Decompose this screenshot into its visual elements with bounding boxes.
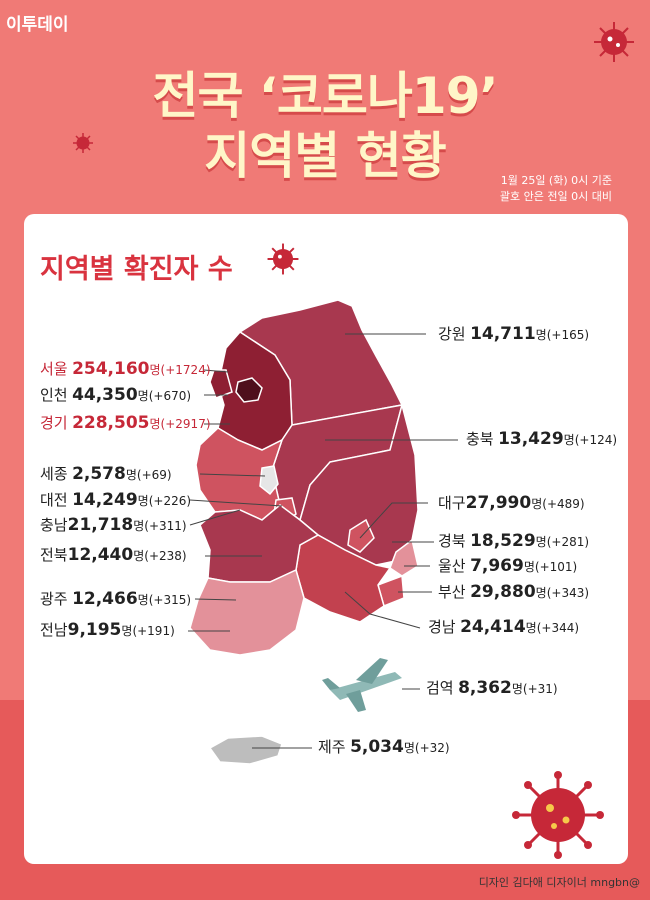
change-note: 괄호 안은 전일 0시 대비 xyxy=(499,190,612,203)
airplane-icon xyxy=(322,658,402,712)
map-region-jeonnam xyxy=(189,568,305,656)
virus-icon xyxy=(267,243,299,275)
region-label-seoul: 서울 254,160명(+1724) xyxy=(40,359,211,379)
virus-icon xyxy=(594,22,634,62)
region-label-gyeongnam: 경남 24,414명(+344) xyxy=(428,617,580,637)
map-region-jeju xyxy=(208,735,283,765)
region-label-gyeongbuk: 경북 18,529명(+281) xyxy=(438,531,590,551)
region-label-daegu: 대구27,990명(+489) xyxy=(438,493,585,513)
region-label-chungbuk: 충북 13,429명(+124) xyxy=(466,429,618,449)
region-label-incheon: 인천 44,350명(+670) xyxy=(40,385,192,405)
region-label-busan: 부산 29,880명(+343) xyxy=(438,582,590,602)
virus-icon xyxy=(512,771,604,859)
map-region-seoul xyxy=(235,377,263,403)
region-label-jeonbuk: 전북12,440명(+238) xyxy=(40,545,187,565)
title-line-2: 지역별 현황 xyxy=(204,127,446,185)
section-subtitle: 지역별 확진자 수 xyxy=(40,254,233,285)
region-label-quarantine: 검역 8,362명(+31) xyxy=(426,678,558,698)
title-line-1: 전국 ‘코로나19’ xyxy=(152,67,499,125)
map-region-sejong xyxy=(259,465,279,496)
logo: 이투데이 xyxy=(6,15,69,35)
region-label-gyeonggi: 경기 228,505명(+2917) xyxy=(40,413,211,433)
map-region-daegu xyxy=(347,518,375,553)
virus-icon xyxy=(73,133,93,153)
region-label-ulsan: 울산 7,969명(+101) xyxy=(438,556,578,576)
date-note: 1월 25일 (화) 0시 기준 xyxy=(500,174,612,187)
region-label-gangwon: 강원 14,711명(+165) xyxy=(438,324,590,344)
region-label-chungnam: 충남21,718명(+311) xyxy=(40,515,187,535)
region-label-jeonnam: 전남9,195명(+191) xyxy=(40,620,175,640)
region-label-jeju: 제주 5,034명(+32) xyxy=(318,737,450,757)
region-label-sejong: 세종 2,578명(+69) xyxy=(40,464,172,484)
designer-credit: 디자인 김다애 디자이너 mngbn@ xyxy=(478,876,640,889)
region-label-daejeon: 대전 14,249명(+226) xyxy=(40,490,192,510)
region-label-gwangju: 광주 12,466명(+315) xyxy=(40,589,192,609)
